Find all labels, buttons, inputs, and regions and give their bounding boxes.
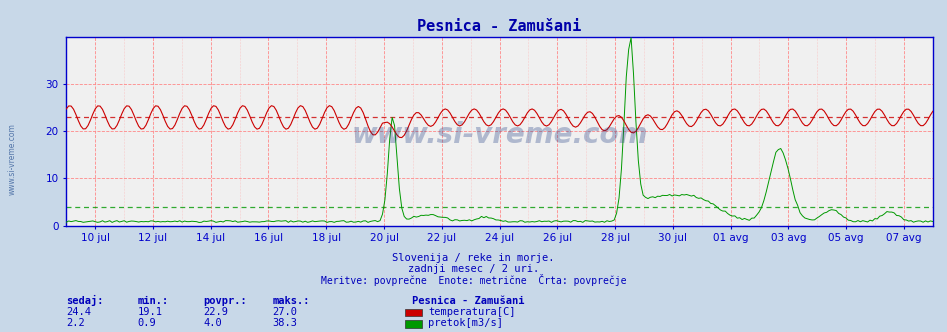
Text: 19.1: 19.1 bbox=[137, 307, 162, 317]
Text: 2.2: 2.2 bbox=[66, 318, 85, 328]
Text: 38.3: 38.3 bbox=[273, 318, 297, 328]
Text: sedaj:: sedaj: bbox=[66, 295, 104, 306]
Text: Slovenija / reke in morje.: Slovenija / reke in morje. bbox=[392, 253, 555, 263]
Text: zadnji mesec / 2 uri.: zadnji mesec / 2 uri. bbox=[408, 264, 539, 274]
Text: 24.4: 24.4 bbox=[66, 307, 91, 317]
Text: www.si-vreme.com: www.si-vreme.com bbox=[351, 121, 648, 149]
Text: pretok[m3/s]: pretok[m3/s] bbox=[428, 318, 503, 328]
Text: 0.9: 0.9 bbox=[137, 318, 156, 328]
Text: 4.0: 4.0 bbox=[204, 318, 223, 328]
Text: temperatura[C]: temperatura[C] bbox=[428, 307, 515, 317]
Text: Meritve: povprečne  Enote: metrične  Črta: povprečje: Meritve: povprečne Enote: metrične Črta:… bbox=[321, 274, 626, 286]
Text: Pesnica - Zamušani: Pesnica - Zamušani bbox=[412, 296, 525, 306]
Title: Pesnica - Zamušani: Pesnica - Zamušani bbox=[418, 19, 581, 34]
Text: povpr.:: povpr.: bbox=[204, 296, 247, 306]
Text: min.:: min.: bbox=[137, 296, 169, 306]
Text: 22.9: 22.9 bbox=[204, 307, 228, 317]
Text: 27.0: 27.0 bbox=[273, 307, 297, 317]
Text: www.si-vreme.com: www.si-vreme.com bbox=[8, 124, 17, 195]
Text: maks.:: maks.: bbox=[273, 296, 311, 306]
